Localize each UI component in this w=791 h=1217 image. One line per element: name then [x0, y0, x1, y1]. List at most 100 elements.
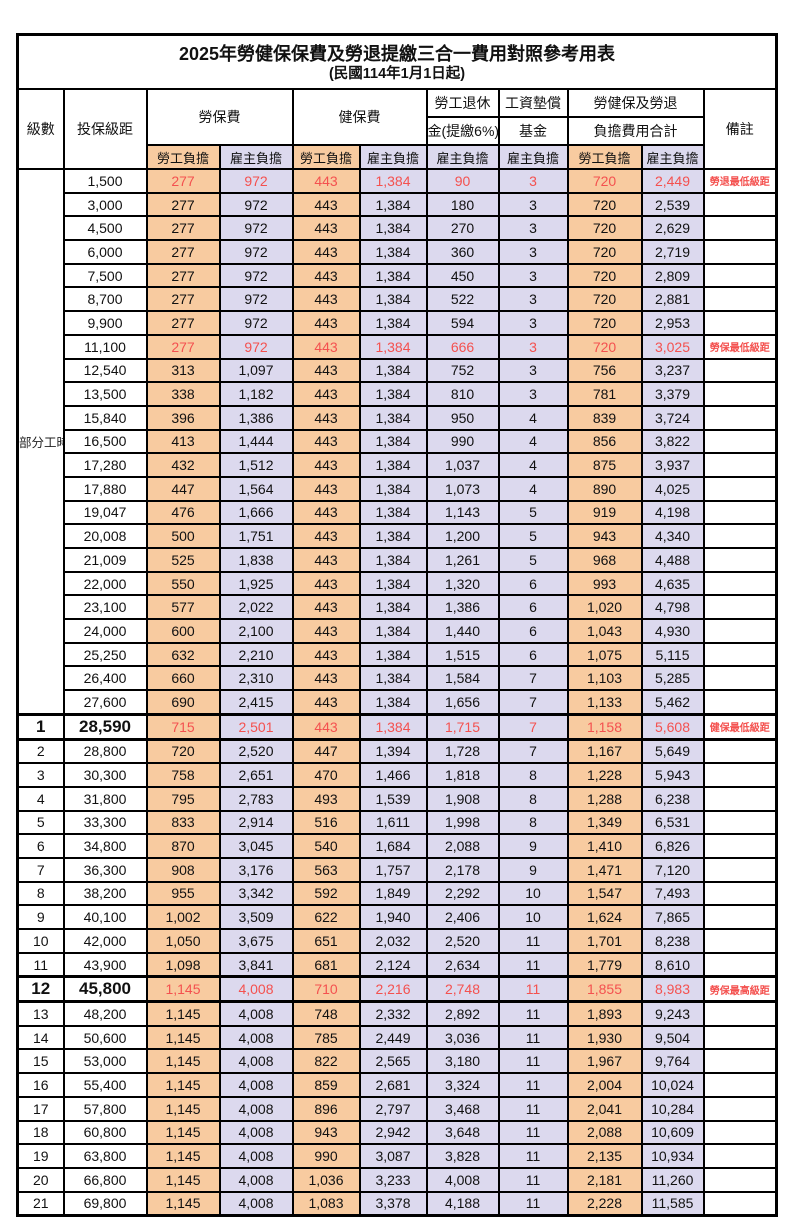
remark-cell: 勞退最低級距 — [702, 168, 778, 194]
health-ins-employer-cell: 1,384 — [358, 333, 428, 360]
bracket-cell: 38,200 — [62, 880, 148, 907]
bracket-cell: 12,540 — [62, 357, 148, 384]
labor-ins-employee-cell: 1,002 — [145, 904, 221, 930]
pension-cell: 450 — [425, 262, 500, 289]
wage-fund-cell: 11 — [497, 1024, 569, 1051]
labor-ins-employer-cell: 3,342 — [218, 880, 294, 907]
pension-cell: 360 — [425, 239, 500, 265]
labor-ins-employer-cell: 972 — [218, 215, 294, 242]
bracket-cell: 50,600 — [62, 1024, 148, 1051]
bracket-cell: 55,400 — [62, 1072, 148, 1098]
labor-ins-employee-cell: 277 — [145, 168, 221, 194]
total-employee-cell: 856 — [566, 428, 643, 455]
bracket-cell: 25,250 — [62, 641, 148, 668]
labor-ins-employer-cell: 4,008 — [218, 1072, 294, 1098]
labor-ins-employer-cell: 1,512 — [218, 452, 294, 478]
total-employee-cell: 1,855 — [566, 975, 643, 1004]
bracket-cell: 1,500 — [62, 168, 148, 194]
total-employer-cell: 7,865 — [640, 904, 705, 930]
health-ins-employer-cell: 1,539 — [358, 785, 428, 812]
wage-fund-cell: 11 — [497, 1072, 569, 1098]
subheader-health-employee: 勞工負擔 — [291, 144, 361, 170]
labor-ins-employee-cell: 338 — [145, 381, 221, 407]
bracket-cell: 16,500 — [62, 428, 148, 455]
total-employer-cell: 6,531 — [640, 809, 705, 836]
wage-fund-cell: 11 — [497, 928, 569, 954]
labor-ins-employer-cell: 972 — [218, 239, 294, 265]
health-ins-employer-cell: 1,684 — [358, 833, 428, 859]
remark-cell — [702, 404, 778, 431]
total-employer-cell: 2,629 — [640, 215, 705, 242]
remark-cell — [702, 1024, 778, 1051]
health-ins-employer-cell: 1,384 — [358, 689, 428, 716]
pension-cell: 1,320 — [425, 570, 500, 597]
bracket-cell: 9,900 — [62, 310, 148, 336]
pension-cell: 990 — [425, 428, 500, 455]
health-ins-employee-cell: 443 — [291, 168, 361, 194]
wage-fund-cell: 9 — [497, 833, 569, 859]
total-employer-cell: 10,284 — [640, 1095, 705, 1122]
health-ins-employer-cell: 3,378 — [358, 1190, 428, 1217]
remark-cell — [702, 785, 778, 812]
total-employee-cell: 968 — [566, 547, 643, 573]
total-employee-cell: 2,004 — [566, 1072, 643, 1098]
table-row: 25,250 632 2,210 443 1,384 1,515 6 1,075 5,115 — [18, 641, 778, 668]
wage-fund-cell: 4 — [497, 452, 569, 478]
total-employee-cell: 720 — [566, 191, 643, 218]
labor-ins-employee-cell: 660 — [145, 665, 221, 692]
total-employee-cell: 1,349 — [566, 809, 643, 836]
pension-cell: 4,188 — [425, 1190, 500, 1217]
total-employer-cell: 10,609 — [640, 1119, 705, 1146]
header-group-row2: 金(提繳6%) 基金 負擔費用合計 — [18, 116, 777, 146]
remark-cell — [702, 641, 778, 668]
pension-cell: 1,200 — [425, 523, 500, 549]
total-employer-cell: 2,719 — [640, 239, 705, 265]
grade-cell: 4 — [16, 785, 65, 812]
table-row: 20,008 500 1,751 443 1,384 1,200 5 943 4,340 — [18, 523, 778, 549]
grade-cell: 11 — [16, 951, 65, 978]
grade-cell: 14 — [16, 1024, 65, 1051]
labor-ins-employee-cell: 908 — [145, 856, 221, 883]
health-ins-employee-cell: 748 — [291, 1000, 361, 1027]
bracket-cell: 17,880 — [62, 475, 148, 502]
health-ins-employer-cell: 1,384 — [358, 712, 428, 741]
pension-cell: 3,324 — [425, 1072, 500, 1098]
grade-cell: 20 — [16, 1166, 65, 1193]
grade-cell: 7 — [16, 856, 65, 883]
health-ins-employer-cell: 1,384 — [358, 547, 428, 573]
bracket-cell: 4,500 — [62, 215, 148, 242]
wage-fund-cell: 3 — [497, 215, 569, 242]
header-group-row: 級數 投保級距 勞保費 健保費 勞工退休 工資墊償 勞健保及勞退 備註 — [16, 88, 778, 170]
health-ins-employee-cell: 622 — [291, 904, 361, 930]
pension-cell: 3,648 — [425, 1119, 500, 1146]
remark-cell — [702, 310, 778, 336]
health-ins-employee-cell: 822 — [291, 1048, 361, 1075]
table-row: 3 30,300 758 2,651 470 1,466 1,818 8 1,228 5,943 — [16, 762, 778, 788]
wage-fund-cell: 9 — [497, 856, 569, 883]
total-employee-cell: 2,181 — [566, 1166, 643, 1193]
labor-ins-employer-cell: 2,310 — [218, 665, 294, 692]
health-ins-employee-cell: 443 — [291, 499, 361, 526]
table-row: 14 50,600 1,145 4,008 785 2,449 3,036 11 1,930 9,… — [16, 1024, 778, 1051]
wage-fund-cell: 3 — [497, 310, 569, 336]
health-ins-employer-cell: 2,797 — [358, 1095, 428, 1122]
wage-fund-cell: 5 — [497, 547, 569, 573]
remark-cell — [702, 1190, 778, 1217]
table-row: 4,500 277 972 443 1,384 270 3 720 2,629 — [18, 215, 778, 242]
health-ins-employer-cell: 3,233 — [358, 1166, 428, 1193]
health-ins-employee-cell: 990 — [291, 1143, 361, 1169]
wage-fund-cell: 11 — [497, 1119, 569, 1146]
table-row: 18 60,800 1,145 4,008 943 2,942 3,648 11 2,088 10… — [16, 1119, 778, 1146]
health-ins-employer-cell: 1,384 — [358, 523, 428, 549]
labor-ins-employer-cell: 972 — [218, 168, 294, 194]
wage-fund-cell: 7 — [497, 689, 569, 716]
health-ins-employer-cell: 1,849 — [358, 880, 428, 907]
labor-ins-employee-cell: 396 — [145, 404, 221, 431]
labor-ins-employer-cell: 972 — [218, 262, 294, 289]
health-ins-employer-cell: 1,611 — [358, 809, 428, 836]
bracket-cell: 45,800 — [62, 975, 148, 1004]
bracket-cell: 17,280 — [62, 452, 148, 478]
pension-cell: 1,728 — [425, 737, 500, 765]
labor-ins-employee-cell: 1,145 — [145, 1000, 221, 1027]
